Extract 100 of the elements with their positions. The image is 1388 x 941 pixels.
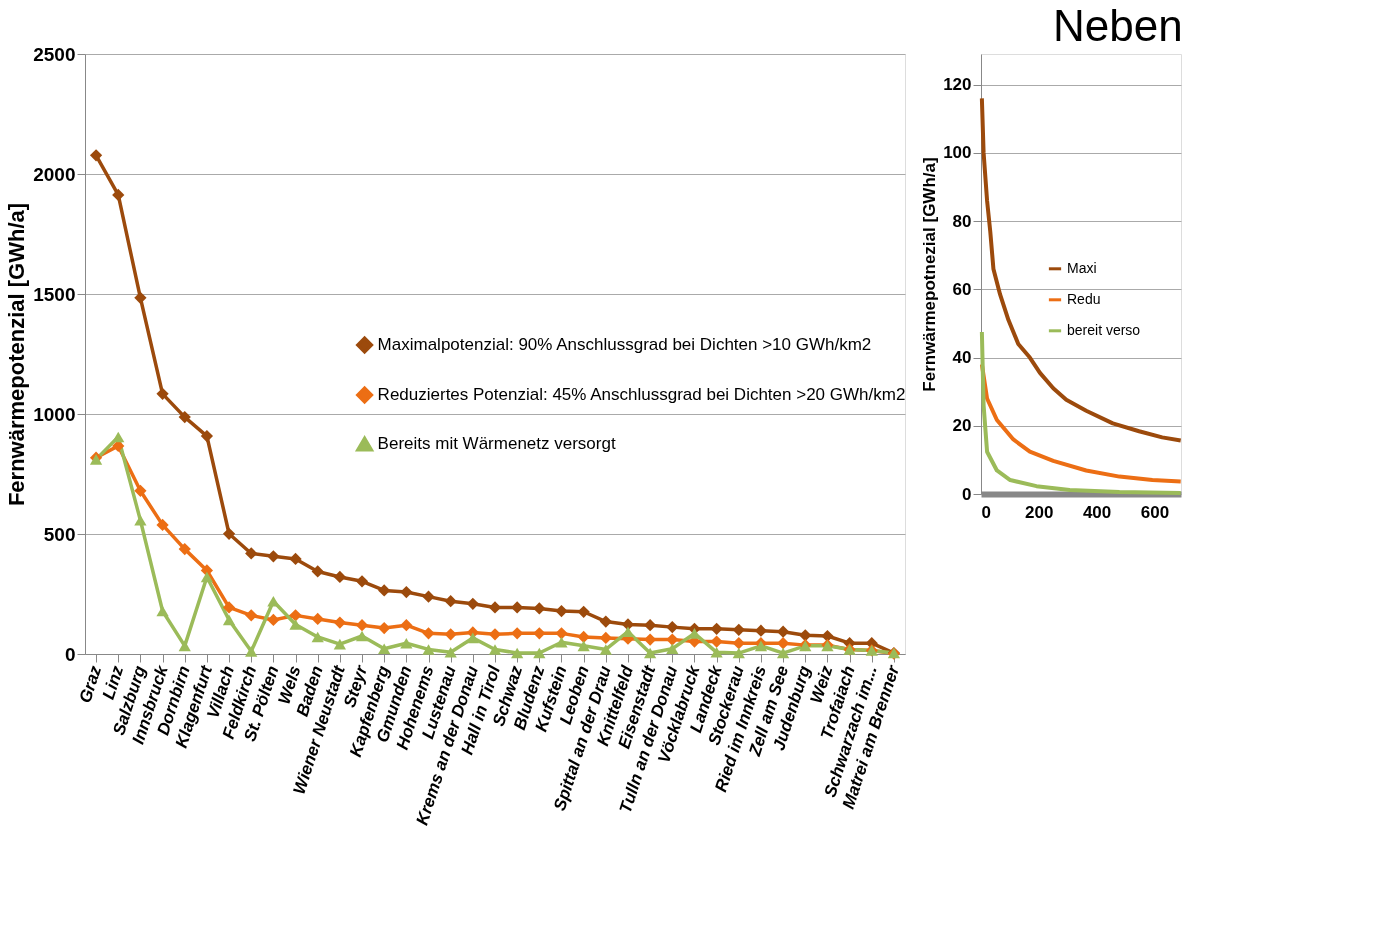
y-axis-title: Fernwärmepotnezial [GWh/a] xyxy=(920,157,940,392)
point xyxy=(555,636,568,648)
point xyxy=(156,518,169,531)
y-tick-label: 80 xyxy=(952,211,972,231)
point xyxy=(511,647,524,659)
point xyxy=(112,188,125,201)
point xyxy=(156,387,169,400)
y-tick-label: 120 xyxy=(943,75,972,95)
legend-label: Bereits mit Wärmenetz versorgt xyxy=(377,434,616,453)
point xyxy=(533,602,546,615)
point xyxy=(466,632,479,644)
y-tick-label: 20 xyxy=(952,416,972,436)
point xyxy=(355,575,369,588)
point xyxy=(488,628,502,641)
x-tick-label: 0 xyxy=(981,502,991,522)
y-tick-label: 0 xyxy=(962,484,972,504)
point xyxy=(555,627,568,640)
point xyxy=(621,626,635,637)
point xyxy=(355,619,369,632)
point xyxy=(776,637,790,650)
y-tick-label: 100 xyxy=(943,143,972,163)
point xyxy=(422,627,435,640)
point xyxy=(577,640,590,652)
point xyxy=(666,621,679,634)
point xyxy=(222,614,236,626)
point xyxy=(178,640,191,652)
point xyxy=(444,595,457,608)
point xyxy=(666,633,679,646)
point xyxy=(134,291,147,304)
point xyxy=(89,149,103,162)
point xyxy=(156,605,169,617)
line-series xyxy=(979,362,1183,484)
point xyxy=(400,619,413,632)
point xyxy=(644,647,657,659)
point xyxy=(577,630,590,644)
point xyxy=(200,571,214,583)
point xyxy=(555,604,568,618)
point xyxy=(754,624,768,637)
point xyxy=(466,597,479,610)
y-axis-title: Fernwärmepotenzial [GWh/a] xyxy=(4,202,30,507)
point xyxy=(488,601,502,614)
point xyxy=(267,550,280,563)
point xyxy=(112,431,125,443)
point xyxy=(732,647,745,659)
line-series xyxy=(979,96,1183,443)
point xyxy=(311,612,324,626)
x-tick-label: 200 xyxy=(1025,502,1054,522)
point xyxy=(178,543,191,556)
point xyxy=(599,644,612,655)
point xyxy=(710,647,723,658)
legend-label: Maximalpotenzial: 90% Anschlussgrad bei Dichten >10 GWh/km2 xyxy=(377,335,872,354)
point xyxy=(222,527,236,540)
point xyxy=(311,565,324,578)
point xyxy=(378,621,391,635)
point xyxy=(245,547,258,560)
point xyxy=(378,643,391,655)
y-tick-label: 2500 xyxy=(33,43,76,65)
point xyxy=(378,584,391,597)
chart-title: Neben xyxy=(1053,1,1183,50)
point xyxy=(422,590,435,603)
y-tick-label: 60 xyxy=(952,279,972,299)
point xyxy=(776,647,790,659)
point xyxy=(134,515,147,526)
point xyxy=(400,585,413,599)
x-tick-label: 400 xyxy=(1082,502,1112,522)
point xyxy=(444,628,457,641)
point xyxy=(134,484,147,497)
point xyxy=(422,644,435,655)
point xyxy=(355,630,369,642)
point xyxy=(289,552,302,566)
y-tick-label: 1000 xyxy=(33,403,76,425)
point xyxy=(289,619,302,630)
point xyxy=(222,601,236,614)
point xyxy=(289,609,302,622)
point xyxy=(400,637,413,649)
point xyxy=(311,631,324,643)
point xyxy=(599,615,612,628)
y-tick-label: 500 xyxy=(43,523,76,545)
point xyxy=(444,647,457,658)
y-tick-label: 0 xyxy=(64,643,76,665)
legend-label: Reduziertes Potenzial: 45% Anschlussgrad bei Dichten >20 GWh/km2 xyxy=(377,385,906,404)
legend-label: bereit verso xyxy=(1067,321,1141,338)
point xyxy=(333,616,346,629)
legend-label: Redu xyxy=(1067,290,1101,307)
point xyxy=(178,411,191,424)
point xyxy=(488,644,502,655)
point xyxy=(533,647,546,659)
point xyxy=(333,638,346,650)
y-tick-label: 2000 xyxy=(33,163,76,185)
point xyxy=(267,595,280,607)
point xyxy=(245,646,258,657)
point xyxy=(577,605,590,618)
y-tick-label: 40 xyxy=(952,348,972,368)
point xyxy=(599,631,612,645)
point xyxy=(267,613,280,627)
legend-label: Maxi xyxy=(1067,259,1097,276)
point xyxy=(333,570,346,584)
x-tick-label: 600 xyxy=(1140,502,1170,522)
point xyxy=(245,609,258,622)
point xyxy=(200,429,214,443)
